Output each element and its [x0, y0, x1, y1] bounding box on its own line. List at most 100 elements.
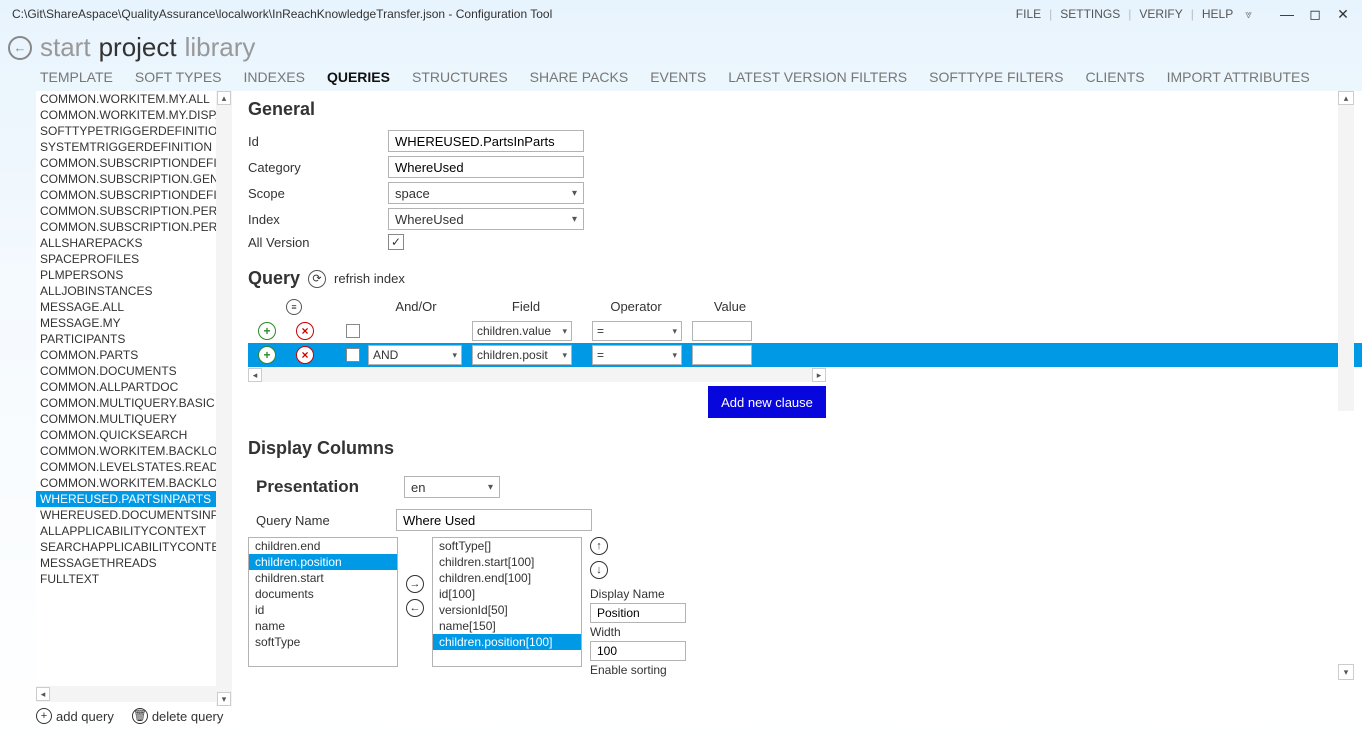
query-row[interactable]: + × children.value▾ =▾	[248, 319, 1362, 343]
sidebar-item[interactable]: COMMON.SUBSCRIPTION.GENERAL	[36, 171, 232, 187]
add-row-icon[interactable]: +	[258, 322, 276, 340]
index-select[interactable]: WhereUsed▾	[388, 208, 584, 230]
sidebar-item[interactable]: COMMON.WORKITEM.BACKLOG.OPEN	[36, 475, 232, 491]
scroll-down-icon[interactable]: ▾	[217, 692, 231, 706]
back-button[interactable]: ←	[8, 36, 32, 60]
query-list[interactable]: COMMON.WORKITEM.MY.ALLCOMMON.WORKITEM.MY…	[36, 91, 232, 686]
scroll-down-icon[interactable]: ▾	[1338, 664, 1354, 680]
list-item[interactable]: softType[]	[433, 538, 581, 554]
sidebar-item[interactable]: PLMPERSONS	[36, 267, 232, 283]
sidebar-item[interactable]: COMMON.QUICKSEARCH	[36, 427, 232, 443]
sidebar-item[interactable]: COMMON.MULTIQUERY.BASIC	[36, 395, 232, 411]
menu-verify[interactable]: VERIFY	[1139, 7, 1182, 21]
value-input[interactable]	[692, 345, 752, 365]
andor-select[interactable]: AND▾	[368, 345, 462, 365]
move-left-button[interactable]: ←	[406, 599, 424, 617]
sidebar-item[interactable]: COMMON.SUBSCRIPTIONDEFINITION	[36, 155, 232, 171]
minimize-button[interactable]: —	[1280, 7, 1294, 21]
sidebar-vscrollbar[interactable]: ▴ ▾	[216, 91, 232, 706]
menu-icon[interactable]: ≡	[286, 299, 302, 315]
add-row-icon[interactable]: +	[258, 346, 276, 364]
tab-events[interactable]: EVENTS	[650, 69, 706, 85]
value-input[interactable]	[692, 321, 752, 341]
list-item[interactable]: id	[249, 602, 397, 618]
grid-hscrollbar[interactable]: ◂ ▸	[248, 368, 826, 382]
crumb-start[interactable]: start	[40, 32, 91, 63]
scroll-left-icon[interactable]: ◂	[248, 368, 262, 382]
scroll-left-icon[interactable]: ◂	[36, 687, 50, 701]
list-item[interactable]: name	[249, 618, 397, 634]
chosen-columns-list[interactable]: softType[]children.start[100]children.en…	[432, 537, 582, 667]
tab-queries[interactable]: QUERIES	[327, 69, 390, 85]
sidebar-item[interactable]: SYSTEMTRIGGERDEFINITION	[36, 139, 232, 155]
close-button[interactable]: ✕	[1336, 7, 1350, 21]
list-item[interactable]: children.end	[249, 538, 397, 554]
tab-clients[interactable]: CLIENTS	[1085, 69, 1144, 85]
operator-select[interactable]: =▾	[592, 321, 682, 341]
sidebar-item[interactable]: MESSAGE.ALL	[36, 299, 232, 315]
list-item[interactable]: id[100]	[433, 586, 581, 602]
add-clause-button[interactable]: Add new clause	[708, 386, 826, 418]
list-item[interactable]: children.position	[249, 554, 397, 570]
displayname-input[interactable]	[590, 603, 686, 623]
sidebar-item[interactable]: COMMON.WORKITEM.BACKLOG.ALL	[36, 443, 232, 459]
crumb-project[interactable]: project	[99, 32, 177, 63]
queryname-input[interactable]	[396, 509, 592, 531]
sidebar-item[interactable]: COMMON.LEVELSTATES.READYTO	[36, 459, 232, 475]
tab-softtypes[interactable]: SOFT TYPES	[135, 69, 222, 85]
field-select[interactable]: children.value▾	[472, 321, 572, 341]
refresh-icon[interactable]: ⟳	[308, 270, 326, 288]
tab-structures[interactable]: STRUCTURES	[412, 69, 508, 85]
list-item[interactable]: documents	[249, 586, 397, 602]
tab-importattrs[interactable]: IMPORT ATTRIBUTES	[1167, 69, 1310, 85]
scope-select[interactable]: space▾	[388, 182, 584, 204]
sidebar-item[interactable]: COMMON.DOCUMENTS	[36, 363, 232, 379]
sidebar-item[interactable]: COMMON.SUBSCRIPTIONDEFINITION	[36, 187, 232, 203]
menu-settings[interactable]: SETTINGS	[1060, 7, 1120, 21]
sidebar-item[interactable]: SOFTTYPETRIGGERDEFINITION	[36, 123, 232, 139]
list-item[interactable]: children.end[100]	[433, 570, 581, 586]
move-up-button[interactable]: ↑	[590, 537, 608, 555]
sidebar-item[interactable]: MESSAGE.MY	[36, 315, 232, 331]
sidebar-item[interactable]: COMMON.WORKITEM.MY.ALL	[36, 91, 232, 107]
allversion-checkbox[interactable]: ✓	[388, 234, 404, 250]
list-item[interactable]: children.start[100]	[433, 554, 581, 570]
id-input[interactable]	[388, 130, 584, 152]
delete-row-icon[interactable]: ×	[296, 346, 314, 364]
sidebar-item[interactable]: ALLJOBINSTANCES	[36, 283, 232, 299]
lang-select[interactable]: en▾	[404, 476, 500, 498]
sidebar-item[interactable]: COMMON.PARTS	[36, 347, 232, 363]
list-item[interactable]: name[150]	[433, 618, 581, 634]
scroll-up-icon[interactable]: ▴	[217, 91, 231, 105]
tab-sharepacks[interactable]: SHARE PACKS	[530, 69, 629, 85]
category-input[interactable]	[388, 156, 584, 178]
row-checkbox[interactable]	[346, 324, 360, 338]
sidebar-item[interactable]: SEARCHAPPLICABILITYCONTEXT	[36, 539, 232, 555]
move-down-button[interactable]: ↓	[590, 561, 608, 579]
sidebar-item[interactable]: COMMON.ALLPARTDOC	[36, 379, 232, 395]
sidebar-item[interactable]: WHEREUSED.PARTSINPARTS	[36, 491, 232, 507]
query-row[interactable]: +×AND▾children.posit▾=▾	[248, 343, 1362, 367]
maximize-button[interactable]: ◻	[1308, 7, 1322, 21]
menu-help[interactable]: HELP	[1202, 7, 1233, 21]
pin-icon[interactable]: ⩔	[1245, 7, 1252, 22]
tab-indexes[interactable]: INDEXES	[244, 69, 305, 85]
content-vscrollbar[interactable]: ▴	[1338, 91, 1354, 411]
sidebar-item[interactable]: MESSAGETHREADS	[36, 555, 232, 571]
sidebar-item[interactable]: COMMON.MULTIQUERY	[36, 411, 232, 427]
list-item[interactable]: versionId[50]	[433, 602, 581, 618]
sidebar-item[interactable]: COMMON.SUBSCRIPTION.PERSONAL	[36, 203, 232, 219]
scroll-right-icon[interactable]: ▸	[812, 368, 826, 382]
sidebar-item[interactable]: FULLTEXT	[36, 571, 232, 587]
menu-file[interactable]: FILE	[1016, 7, 1041, 21]
sidebar-item[interactable]: ALLAPPLICABILITYCONTEXT	[36, 523, 232, 539]
list-item[interactable]: softType	[249, 634, 397, 650]
delete-query-button[interactable]: 🗑 delete query	[132, 708, 224, 724]
tab-latestversion[interactable]: LATEST VERSION FILTERS	[728, 69, 907, 85]
list-item[interactable]: children.start	[249, 570, 397, 586]
list-item[interactable]: children.position[100]	[433, 634, 581, 650]
operator-select[interactable]: =▾	[592, 345, 682, 365]
delete-row-icon[interactable]: ×	[296, 322, 314, 340]
sidebar-item[interactable]: PARTICIPANTS	[36, 331, 232, 347]
available-columns-list[interactable]: children.endchildren.positionchildren.st…	[248, 537, 398, 667]
